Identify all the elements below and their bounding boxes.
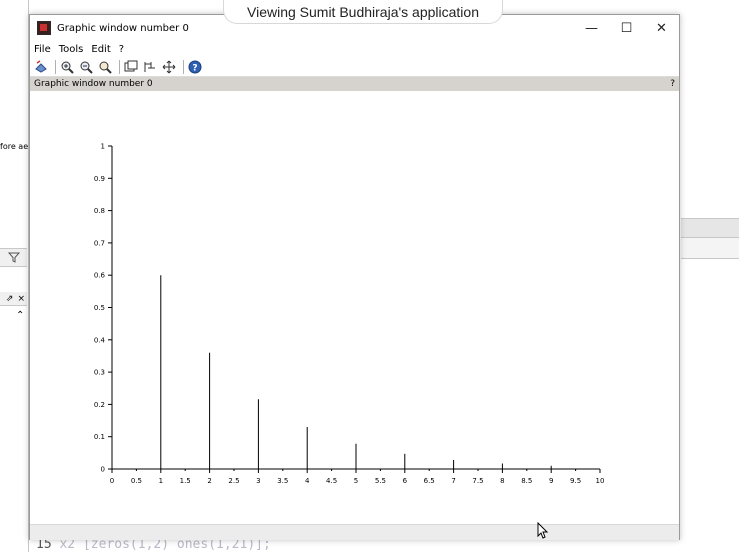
background-right-header xyxy=(681,218,739,238)
toolbar-separator xyxy=(183,59,184,74)
y-tick-label: 0.3 xyxy=(94,369,105,377)
x-tick-label: 7.5 xyxy=(472,477,483,485)
background-code-line: 15 x2 [zeros(1,2) ones(1,21)]; xyxy=(36,538,456,552)
x-tick-label: 2 xyxy=(207,477,211,485)
datatip-icon[interactable] xyxy=(142,59,158,75)
y-tick-label: 1 xyxy=(101,143,105,151)
toolbar-separator xyxy=(55,59,56,74)
plot-area[interactable]: 0 0.1 0.2 0.3 0.4 0.5 0.6 0.7 0.8 0.9 1 0 0.5 1 1.5 2 2.… xyxy=(30,91,679,524)
background-clipped-text: fore ae xyxy=(0,142,29,151)
y-tick-label: 0.4 xyxy=(94,336,106,344)
stem-plot: 00.10.20.30.40.50.60.70.80.910 0.5 1 1.5 2 2.… xyxy=(94,143,605,486)
code-line-number: 15 xyxy=(36,538,52,552)
x-tick-label: 2.5 xyxy=(228,477,239,485)
viewing-banner-text: Viewing Sumit Budhiraja's application xyxy=(247,3,479,20)
window-title: Graphic window number 0 xyxy=(57,22,189,34)
y-tick-label: 0.8 xyxy=(94,207,105,215)
x-tick-label: 1.5 xyxy=(180,477,191,485)
minimize-button[interactable]: — xyxy=(585,20,598,36)
x-tick-label: 5 xyxy=(354,477,358,485)
zoom-out-icon[interactable] xyxy=(78,59,94,75)
y-tick-label: 0.1 xyxy=(94,433,105,441)
menu-edit[interactable]: Edit xyxy=(91,43,111,55)
x-tick-label: 10 xyxy=(596,477,605,485)
x-tick-label: 4.5 xyxy=(326,477,337,485)
background-app-panel xyxy=(0,0,29,552)
x-tick-label: 1 xyxy=(159,477,163,485)
rotate-icon[interactable] xyxy=(33,59,49,75)
status-bar: Graphic window number 0 ? xyxy=(30,77,679,91)
pan-icon[interactable] xyxy=(161,59,177,75)
y-tick-label: 0.6 xyxy=(94,272,106,280)
y-tick-label: 0.5 xyxy=(94,304,105,312)
svg-text:?: ? xyxy=(192,63,197,73)
select-icon[interactable] xyxy=(123,59,139,75)
x-tick-label: 3 xyxy=(256,477,260,485)
status-text: Graphic window number 0 xyxy=(34,79,153,89)
viewing-banner: Viewing Sumit Budhiraja's application xyxy=(223,0,503,24)
help-icon[interactable]: ? xyxy=(187,59,203,75)
zoom-in-icon[interactable] xyxy=(59,59,75,75)
x-tick-label: 9.5 xyxy=(570,477,581,485)
maximize-button[interactable]: ☐ xyxy=(620,20,633,36)
menu-help[interactable]: ? xyxy=(118,43,125,55)
undock-icon[interactable]: ⇗ xyxy=(5,293,14,304)
chevron-up-icon[interactable]: ⌃ xyxy=(16,310,25,321)
y-tick-label: 0 xyxy=(101,466,105,474)
x-tick-label: 6 xyxy=(403,477,408,485)
x-tick-label: 0.5 xyxy=(131,477,142,485)
x-tick-label: 5.5 xyxy=(375,477,386,485)
mouse-cursor xyxy=(537,521,549,543)
background-panel-bar: ⇗ × xyxy=(0,292,27,306)
window-controls: — ☐ ✕ xyxy=(574,15,679,41)
zoom-restore-icon[interactable] xyxy=(97,59,113,75)
status-help-icon[interactable]: ? xyxy=(670,79,675,89)
y-tick-label: 0.9 xyxy=(94,175,105,183)
x-tick-label: 6.5 xyxy=(424,477,435,485)
x-tick-label: 0 xyxy=(110,477,114,485)
menu-bar: File Tools Edit ? xyxy=(30,41,679,57)
toolbar-separator xyxy=(119,59,120,74)
filter-icon[interactable] xyxy=(0,248,27,267)
x-tick-label: 8.5 xyxy=(521,477,532,485)
close-panel-icon[interactable]: × xyxy=(17,293,25,304)
x-tick-label: 7 xyxy=(451,477,455,485)
menu-tools[interactable]: Tools xyxy=(58,43,84,55)
x-tick-label: 3.5 xyxy=(277,477,288,485)
x-tick-label: 9 xyxy=(549,477,553,485)
menu-file[interactable]: File xyxy=(34,43,51,55)
x-tick-label: 4 xyxy=(305,477,310,485)
scilab-app-icon xyxy=(37,21,51,35)
y-tick-label: 0.7 xyxy=(94,239,105,247)
window-bottom-bar xyxy=(30,524,679,540)
background-right-row xyxy=(681,238,739,259)
toolbar: ? xyxy=(30,57,679,77)
close-button[interactable]: ✕ xyxy=(656,20,667,36)
graphic-window: Graphic window number 0 — ☐ ✕ File Tools… xyxy=(29,14,680,540)
code-line-text: x2 [zeros(1,2) ones(1,21)]; xyxy=(59,538,271,552)
y-tick-label: 0.2 xyxy=(94,401,105,409)
x-tick-label: 8 xyxy=(500,477,504,485)
